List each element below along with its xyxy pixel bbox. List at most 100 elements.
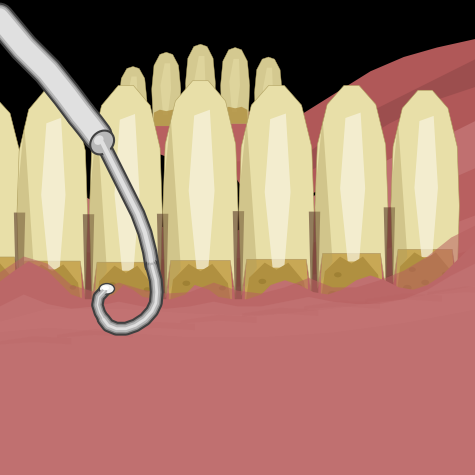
- Polygon shape: [57, 329, 133, 338]
- Ellipse shape: [358, 306, 364, 311]
- Polygon shape: [229, 59, 240, 112]
- Polygon shape: [127, 76, 138, 123]
- Polygon shape: [233, 211, 244, 356]
- Polygon shape: [0, 285, 475, 337]
- Polygon shape: [304, 301, 380, 309]
- Ellipse shape: [0, 297, 5, 302]
- Polygon shape: [0, 166, 475, 475]
- Ellipse shape: [347, 285, 356, 291]
- Polygon shape: [242, 308, 318, 316]
- Ellipse shape: [252, 298, 262, 304]
- Polygon shape: [185, 44, 215, 123]
- Polygon shape: [0, 260, 18, 356]
- Polygon shape: [0, 257, 18, 356]
- Ellipse shape: [283, 314, 289, 319]
- Polygon shape: [180, 315, 256, 323]
- Ellipse shape: [102, 285, 109, 290]
- Polygon shape: [366, 294, 442, 302]
- Polygon shape: [48, 214, 475, 314]
- Ellipse shape: [212, 305, 220, 310]
- Polygon shape: [157, 214, 168, 356]
- Ellipse shape: [90, 131, 114, 154]
- Polygon shape: [17, 124, 34, 297]
- Polygon shape: [255, 57, 282, 128]
- Ellipse shape: [99, 315, 104, 319]
- Polygon shape: [0, 95, 22, 291]
- Polygon shape: [0, 223, 475, 309]
- Polygon shape: [315, 86, 388, 288]
- Ellipse shape: [63, 304, 71, 308]
- Polygon shape: [340, 113, 365, 261]
- Ellipse shape: [272, 293, 281, 298]
- Ellipse shape: [189, 314, 196, 318]
- Polygon shape: [220, 48, 250, 124]
- Polygon shape: [194, 56, 205, 111]
- Polygon shape: [428, 286, 475, 295]
- Ellipse shape: [265, 311, 272, 315]
- Ellipse shape: [99, 284, 114, 294]
- Ellipse shape: [399, 296, 405, 300]
- Ellipse shape: [403, 285, 412, 291]
- Ellipse shape: [341, 303, 347, 308]
- Polygon shape: [414, 116, 438, 257]
- Ellipse shape: [288, 302, 296, 307]
- Ellipse shape: [415, 296, 421, 301]
- Polygon shape: [0, 71, 475, 475]
- Polygon shape: [320, 256, 383, 356]
- Polygon shape: [89, 120, 107, 299]
- Polygon shape: [261, 57, 475, 192]
- Polygon shape: [83, 214, 94, 352]
- Ellipse shape: [58, 315, 64, 320]
- Ellipse shape: [295, 284, 302, 288]
- Polygon shape: [161, 63, 171, 115]
- Polygon shape: [309, 212, 320, 352]
- Polygon shape: [320, 253, 383, 356]
- Ellipse shape: [421, 280, 429, 285]
- Ellipse shape: [35, 280, 43, 285]
- Polygon shape: [14, 213, 25, 342]
- Ellipse shape: [436, 289, 443, 294]
- Ellipse shape: [132, 318, 138, 323]
- Polygon shape: [17, 90, 87, 297]
- Polygon shape: [391, 121, 407, 283]
- Polygon shape: [119, 66, 147, 133]
- Ellipse shape: [328, 291, 337, 297]
- Ellipse shape: [42, 312, 48, 316]
- Polygon shape: [153, 110, 179, 126]
- Ellipse shape: [108, 282, 116, 287]
- Ellipse shape: [4, 280, 10, 284]
- Ellipse shape: [196, 295, 205, 301]
- Polygon shape: [244, 259, 309, 366]
- Polygon shape: [94, 266, 158, 370]
- Polygon shape: [256, 113, 281, 128]
- Polygon shape: [163, 81, 238, 298]
- Polygon shape: [163, 115, 181, 298]
- Polygon shape: [89, 86, 162, 299]
- Ellipse shape: [29, 299, 38, 305]
- Polygon shape: [168, 260, 233, 370]
- Polygon shape: [239, 86, 314, 295]
- Ellipse shape: [431, 300, 437, 304]
- Ellipse shape: [172, 314, 179, 318]
- Ellipse shape: [176, 301, 186, 307]
- Ellipse shape: [409, 267, 416, 272]
- Polygon shape: [263, 68, 273, 118]
- Polygon shape: [0, 238, 475, 475]
- Ellipse shape: [248, 311, 255, 315]
- Polygon shape: [41, 118, 66, 269]
- Polygon shape: [168, 264, 233, 370]
- Polygon shape: [395, 252, 455, 347]
- Polygon shape: [119, 108, 299, 162]
- Polygon shape: [222, 107, 248, 124]
- Polygon shape: [228, 38, 475, 199]
- Polygon shape: [315, 118, 332, 288]
- Polygon shape: [395, 249, 455, 347]
- Polygon shape: [121, 118, 145, 133]
- Ellipse shape: [442, 272, 448, 276]
- Ellipse shape: [219, 286, 226, 291]
- Ellipse shape: [137, 306, 145, 311]
- Ellipse shape: [334, 272, 342, 277]
- Ellipse shape: [182, 281, 190, 286]
- Ellipse shape: [48, 294, 57, 299]
- Ellipse shape: [94, 135, 104, 145]
